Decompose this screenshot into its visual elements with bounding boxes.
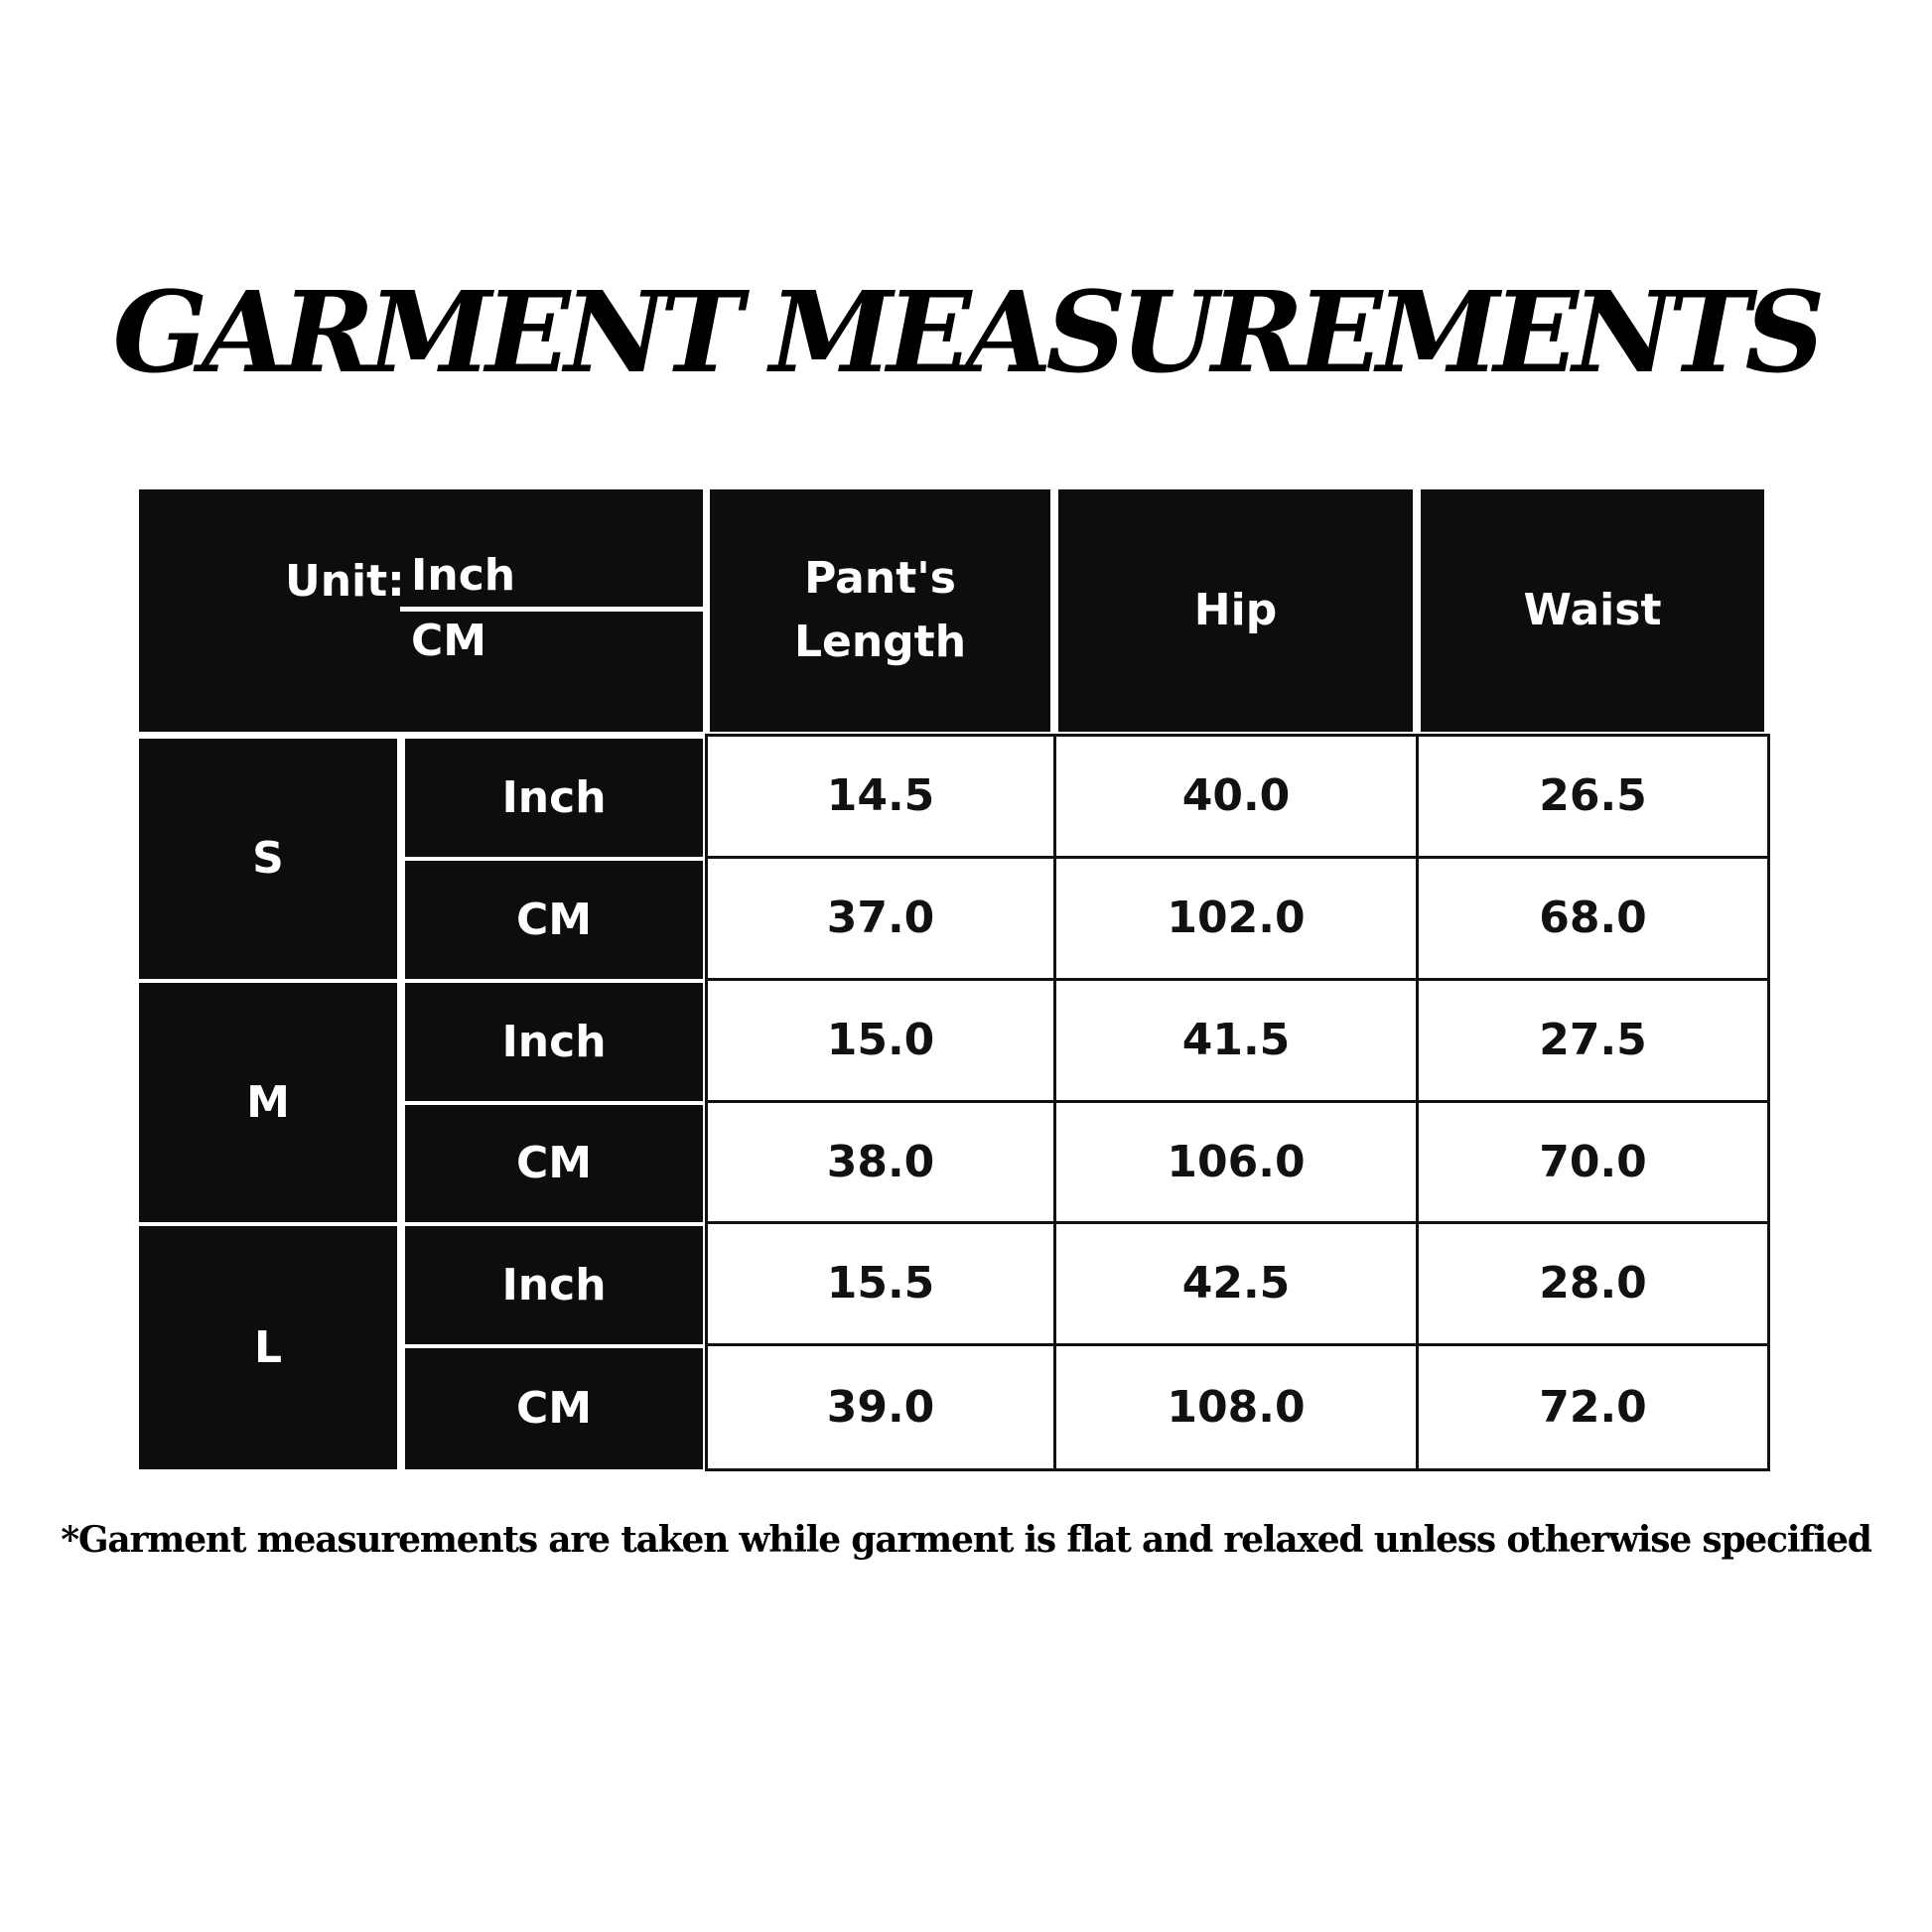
unit-cell-text: Inch [501,1259,607,1311]
unit-cell: Inch [405,1226,703,1344]
unit-cell: CM [405,1348,703,1469]
unit-top: Inch [411,550,516,601]
size-label: S [139,739,397,979]
value-cell-text: 14.5 [826,770,935,822]
value-cell-text: 70.0 [1539,1136,1647,1187]
value-cell-text: 68.0 [1539,893,1647,944]
size-label-text: L [253,1321,283,1373]
unit-cell: Inch [405,739,703,857]
value-cell-text: 26.5 [1539,770,1647,822]
value-cell-text: 27.5 [1539,1015,1647,1066]
value-cell-text: 37.0 [826,893,935,944]
value-cell: 26.5 [1416,734,1770,859]
value-cell: 27.5 [1416,978,1770,1103]
unit-cell: CM [405,861,703,979]
size-label: M [139,983,397,1222]
value-cell-text: 15.5 [826,1258,935,1310]
value-cell-text: 15.0 [826,1015,935,1066]
fraction-divider [400,607,706,612]
column-header: Pant's Length [710,489,1050,732]
column-header-text: Waist [1523,585,1662,636]
value-cell: 68.0 [1416,856,1770,981]
value-cell-text: 28.0 [1539,1258,1647,1310]
value-cell-text: 102.0 [1167,893,1306,944]
size-label-text: S [252,833,284,885]
value-cell-text: 42.5 [1181,1258,1291,1310]
unit-label: Unit: [285,556,405,607]
value-cell: 15.5 [705,1221,1056,1346]
size-label-text: M [246,1076,290,1128]
value-cell-text: 38.0 [826,1136,935,1187]
column-header-text: Hip [1193,585,1278,636]
value-cell: 108.0 [1053,1343,1419,1471]
size-label: L [139,1226,397,1469]
unit-cell-text: Inch [501,771,607,823]
value-cell: 70.0 [1416,1100,1770,1224]
unit-bottom: CM [411,616,487,666]
value-cell: 102.0 [1053,856,1419,981]
unit-cell-text: Inch [501,1016,607,1067]
value-cell: 14.5 [705,734,1056,859]
value-cell-text: 108.0 [1167,1381,1306,1433]
value-cell-text: 41.5 [1181,1015,1291,1066]
value-cell: 40.0 [1053,734,1419,859]
value-cell: 28.0 [1416,1221,1770,1346]
value-cell: 37.0 [705,856,1056,981]
unit-cell: CM [405,1105,703,1222]
value-cell: 72.0 [1416,1343,1770,1471]
unit-cell-text: CM [515,1383,593,1435]
value-cell: 106.0 [1053,1100,1419,1224]
page-title: GARMENT MEASUREMENTS [112,268,1826,398]
value-cell: 42.5 [1053,1221,1419,1346]
value-cell: 41.5 [1053,978,1419,1103]
value-cell-text: 72.0 [1539,1381,1647,1433]
value-cell-text: 40.0 [1181,770,1291,822]
unit-header: Unit: Inch CM [285,550,515,666]
unit-cell: Inch [405,983,703,1101]
value-cell: 38.0 [705,1100,1056,1224]
value-cell: 15.0 [705,978,1056,1103]
column-header: Waist [1421,489,1764,732]
unit-cell-text: CM [515,894,593,945]
unit-cell-text: CM [515,1138,593,1189]
value-cell-text: 39.0 [826,1381,935,1433]
footnote: *Garment measurements are taken while ga… [61,1519,1872,1561]
column-header: Hip [1058,489,1413,732]
column-header-text: Pant's Length [793,553,967,667]
value-cell: 39.0 [705,1343,1056,1471]
value-cell-text: 106.0 [1167,1136,1306,1187]
